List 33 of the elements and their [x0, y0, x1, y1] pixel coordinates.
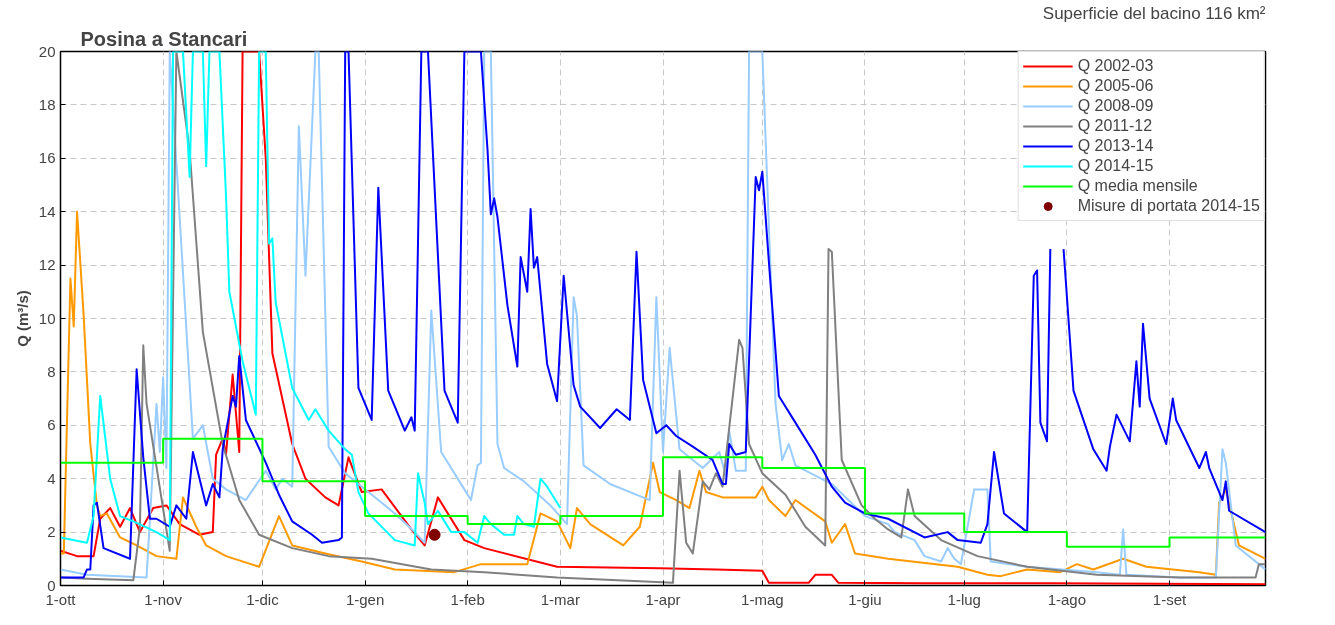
x-tick-label: 1-mar [540, 590, 580, 608]
y-tick-label: 6 [47, 416, 56, 434]
legend-label: Q 2013-14 [1077, 137, 1154, 155]
x-tick-label: 1-gen [345, 590, 385, 608]
x-tick-label: 1-lug [947, 590, 981, 608]
y-tick-label: 16 [38, 149, 56, 167]
x-tick-label: 1-dic [246, 590, 280, 608]
y-tick-label: 12 [38, 256, 56, 274]
legend-label: Q 2014-15 [1077, 157, 1154, 175]
legend-label: Q 2008-09 [1077, 97, 1154, 115]
line-series [60, 51, 562, 547]
legend-label: Q 2011-12 [1077, 117, 1153, 135]
y-tick-label: 10 [38, 309, 56, 327]
x-tick-label: 1-apr [645, 590, 681, 608]
x-tick-label: 1-feb [450, 590, 485, 608]
y-axis-title: Q (m³/s) [13, 290, 31, 347]
x-tick-label: 1-giu [848, 590, 882, 608]
legend-label: Q 2005-06 [1077, 77, 1154, 95]
x-tick-label: 1-ago [1047, 590, 1087, 608]
chart-subtitle: Superficie del bacino 116 km² [1042, 3, 1266, 23]
chart-title: Posina a Stancari [80, 27, 248, 50]
y-tick-label: 2 [47, 523, 56, 541]
legend-label: Misure di portata 2014-15 [1077, 197, 1260, 215]
legend-label: Q media mensile [1077, 177, 1198, 195]
x-tick-label: 1-nov [144, 590, 183, 608]
y-tick-label: 14 [38, 202, 56, 220]
y-tick-label: 18 [38, 95, 56, 113]
y-tick-label: 4 [47, 469, 56, 487]
x-tick-label: 1-set [1152, 590, 1187, 608]
y-tick-label: 20 [38, 42, 56, 60]
y-tick-label: 8 [47, 362, 56, 380]
legend-label: Q 2002-03 [1077, 57, 1154, 75]
x-tick-label: 1-mag [741, 590, 784, 608]
